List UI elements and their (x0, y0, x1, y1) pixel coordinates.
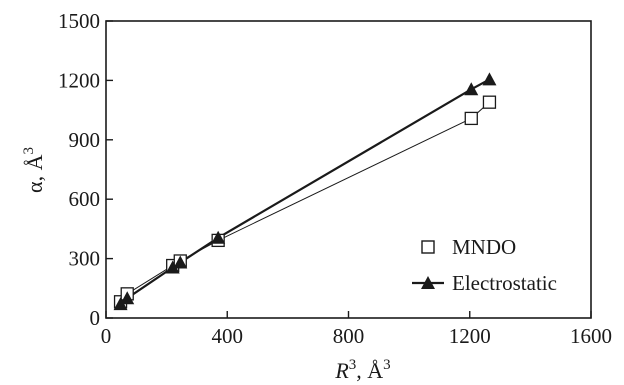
x-tick-label: 1600 (570, 324, 612, 348)
x-tick-label: 400 (212, 324, 244, 348)
point-electrostatic (120, 291, 135, 305)
y-tick-label: 300 (69, 247, 101, 271)
y-tick-label: 1500 (58, 9, 100, 33)
y-axis-title: α, Å3 (21, 147, 47, 193)
point-electrostatic (482, 72, 497, 86)
axis-ticks: 0 400 800 1200 1600 0 300 600 900 1200 1500 (58, 9, 612, 348)
legend-marker-mndo (421, 240, 435, 254)
y-axis-title-main: α, Å (22, 154, 47, 193)
x-tick-label: 0 (101, 324, 112, 348)
y-axis-title-sup: 3 (21, 147, 37, 155)
point-mndo (464, 111, 478, 126)
y-tick-label: 900 (69, 128, 101, 152)
point-electrostatic (464, 82, 479, 96)
legend-label-electrostatic: Electrostatic (452, 271, 557, 295)
y-tick-label: 1200 (58, 68, 100, 92)
point-electrostatic (165, 260, 180, 274)
x-axis-title: R3, Å3 (334, 357, 390, 383)
x-tick-label: 1200 (449, 324, 491, 348)
x-axis-title-sup: 3 (349, 357, 357, 373)
legend: MNDO Electrostatic (412, 235, 557, 295)
x-axis-title-unit-sup: 3 (383, 357, 391, 373)
point-electrostatic (211, 230, 226, 244)
point-electrostatic (173, 255, 188, 269)
y-tick-label: 0 (90, 306, 101, 330)
point-mndo (482, 95, 497, 109)
legend-item-mndo: MNDO (421, 235, 516, 259)
series-markers (113, 72, 497, 311)
x-axis-title-main: R (334, 358, 349, 383)
legend-item-electrostatic: Electrostatic (412, 271, 557, 295)
legend-marker-electrostatic (421, 276, 435, 289)
y-tick-label: 600 (69, 187, 101, 211)
x-tick-label: 800 (333, 324, 365, 348)
legend-label-mndo: MNDO (452, 235, 516, 259)
x-axis-title-rest: , Å (356, 358, 383, 383)
